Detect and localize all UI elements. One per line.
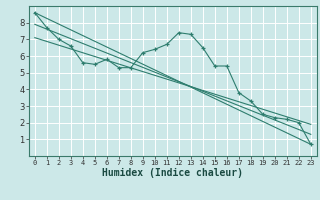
- X-axis label: Humidex (Indice chaleur): Humidex (Indice chaleur): [102, 168, 243, 178]
